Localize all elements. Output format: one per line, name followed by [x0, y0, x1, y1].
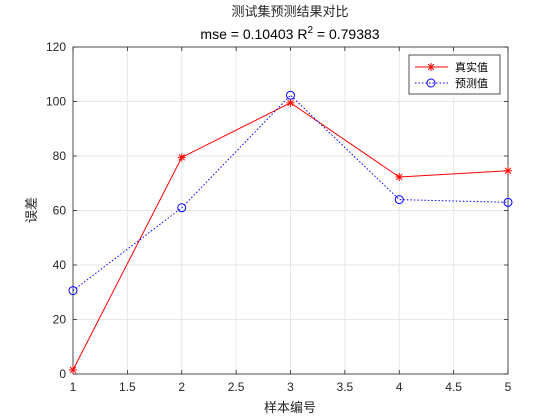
- series-pred: [68, 90, 513, 296]
- y-axis-label: 误差: [25, 197, 40, 223]
- star-stroke: [396, 173, 403, 181]
- legend: 真实值 预测值: [408, 54, 501, 95]
- series-truth: [69, 98, 512, 374]
- y-tick-label: 40: [53, 258, 67, 272]
- legend-item-truth: 真实值: [415, 60, 488, 74]
- y-tick-label: 100: [46, 95, 66, 109]
- y-tick-label: 0: [59, 367, 66, 381]
- x-tick-label: 3: [287, 380, 294, 394]
- series-line-pred: [72, 94, 509, 292]
- subtitle-suffix: = 0.79383: [313, 26, 380, 42]
- axes: [72, 46, 509, 375]
- x-tick-label: 2.5: [228, 380, 245, 394]
- legend-box: [408, 54, 501, 95]
- data-point-pred: [177, 203, 187, 213]
- star-stroke: [69, 366, 77, 374]
- y-tick-label: 80: [53, 149, 67, 163]
- x-axis-label: 样本编号: [264, 401, 316, 416]
- data-point-truth: [177, 153, 186, 162]
- series-layer: [68, 90, 513, 374]
- axes-box: [72, 46, 509, 375]
- legend-pred-circle-marker: [426, 78, 436, 88]
- data-point-truth: [504, 166, 512, 175]
- y-tick-label: 20: [53, 313, 67, 327]
- y-tick-labels: 0 20 40 60 80 100 120: [46, 40, 66, 381]
- chart-title: 测试集预测结果对比: [231, 4, 348, 20]
- data-point-truth: [286, 98, 295, 107]
- legend-pred-label: 预测值: [455, 77, 488, 90]
- data-point-pred: [503, 197, 513, 207]
- x-tick-label: 2: [178, 380, 185, 394]
- star-stroke: [427, 63, 435, 71]
- x-tick-label: 4.5: [445, 380, 462, 394]
- data-point-pred: [394, 195, 404, 205]
- star-stroke: [287, 99, 294, 107]
- legend-truth-star-marker: [427, 63, 435, 71]
- x-tick-label: 3.5: [337, 380, 354, 394]
- chart-title-group: 测试集预测结果对比 mse = 0.10403 R2 = 0.79383: [200, 4, 379, 42]
- star-stroke: [504, 167, 512, 174]
- x-tick-label: 1: [70, 380, 77, 394]
- legend-truth-label: 真实值: [455, 60, 488, 74]
- data-point-truth: [395, 172, 404, 181]
- legend-star-glyph: [427, 63, 435, 71]
- y-tick-label: 120: [46, 40, 66, 54]
- subtitle-superscript: 2: [307, 25, 313, 36]
- subtitle-prefix: mse = 0.10403 R: [200, 26, 307, 42]
- chart-subtitle: mse = 0.10403 R2 = 0.79383: [200, 25, 379, 42]
- data-point-pred: [68, 286, 78, 296]
- star-stroke: [178, 154, 185, 161]
- x-tick-label: 5: [505, 380, 512, 394]
- x-tick-label: 4: [396, 380, 403, 394]
- data-point-pred: [286, 90, 295, 100]
- data-point-truth: [69, 365, 77, 374]
- legend-item-pred: 预测值: [415, 77, 488, 90]
- x-tick-labels: 1 1.5 2 2.5 3 3.5 4 4.5 5: [70, 380, 512, 394]
- x-tick-label: 1.5: [119, 380, 136, 394]
- y-tick-label: 60: [53, 204, 67, 218]
